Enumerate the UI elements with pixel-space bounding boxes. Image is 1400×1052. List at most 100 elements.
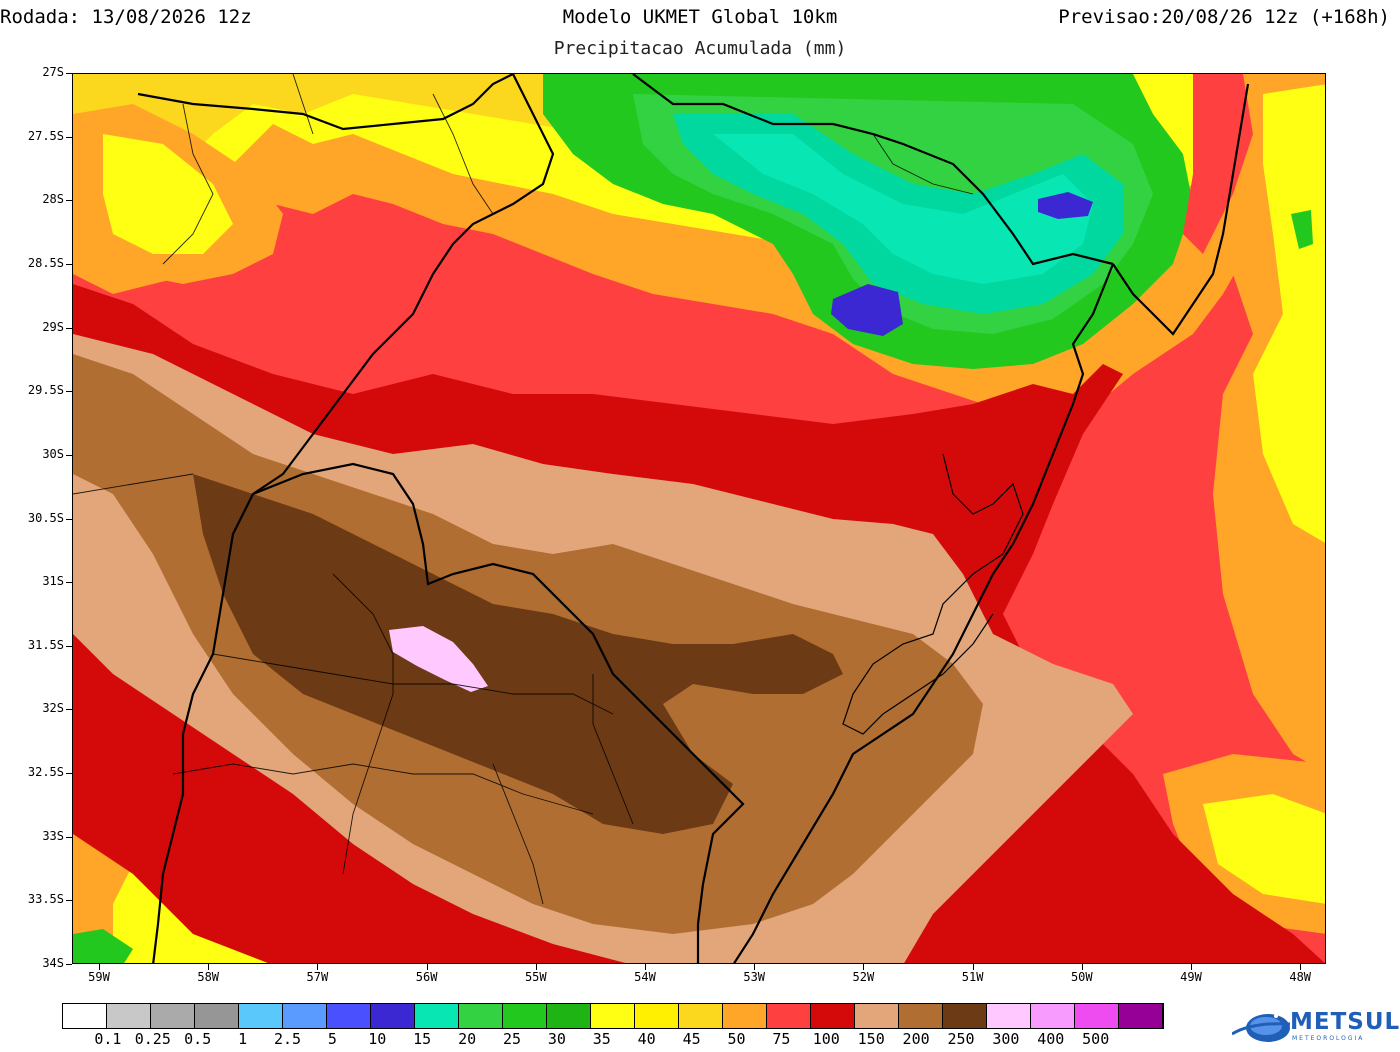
field-darkbrown (193, 474, 843, 834)
colorbar-swatch (1119, 1004, 1163, 1028)
forecast-label: Previsao:20/08/26 12z (+168h) (1058, 6, 1390, 28)
colorbar-label: 300 (992, 1030, 1020, 1048)
field-blue-east (1038, 192, 1093, 219)
colorbar-label: 400 (1037, 1030, 1065, 1048)
colorbar-swatch (239, 1004, 283, 1028)
colorbar-swatch (723, 1004, 767, 1028)
lat-tick (66, 73, 72, 74)
lagoon-coastline (842, 453, 1024, 735)
field-green-ne (1291, 210, 1313, 249)
colorbar-label: 500 (1082, 1030, 1110, 1048)
colorbar-swatch (591, 1004, 635, 1028)
colorbar-swatch (283, 1004, 327, 1028)
lon-label: 53W (743, 970, 766, 984)
colorbar-label: 1 (238, 1030, 248, 1048)
colorbar-swatch (459, 1004, 503, 1028)
lat-label: 33S (42, 828, 64, 843)
colorbar-label: 30 (547, 1030, 566, 1048)
lat-label: 28.5S (27, 255, 64, 270)
colorbar-swatch (195, 1004, 239, 1028)
lat-tick (66, 836, 72, 838)
lat-tick (66, 964, 72, 965)
colorbar-swatch (899, 1004, 943, 1028)
lon-label: 49W (1180, 970, 1202, 984)
field-cyan (713, 134, 1093, 284)
field-yellow-ne (1253, 84, 1325, 543)
colorbar-label: 75 (772, 1030, 791, 1048)
run-label: Rodada: 13/08/2026 12z (0, 6, 252, 28)
lon-tick (208, 964, 210, 970)
colorbar-label: 0.5 (184, 1030, 212, 1048)
lon-label: 55W (524, 970, 547, 984)
lon-label: 59W (88, 970, 110, 984)
lat-label: 32S (42, 701, 64, 716)
lon-tick (1300, 964, 1302, 970)
lat-tick (66, 136, 72, 138)
precipitation-map (72, 73, 1326, 964)
lat-label: 30S (42, 446, 64, 461)
field-yellow-se (1203, 794, 1325, 904)
lon-tick (1081, 964, 1083, 970)
lon-tick (972, 964, 974, 970)
colorbar-swatch (855, 1004, 899, 1028)
lon-label: 48W (1289, 970, 1312, 984)
lon-tick (754, 964, 756, 970)
lon-tick (863, 964, 865, 970)
colorbar-label: 0.1 (94, 1030, 122, 1048)
lat-label: 32.5S (27, 765, 64, 780)
lat-label: 29.5S (27, 383, 64, 398)
colorbar-swatch (1031, 1004, 1075, 1028)
colorbar-label: 15 (413, 1030, 432, 1048)
colorbar-label: 20 (458, 1030, 477, 1048)
precipitation-field (73, 74, 1325, 963)
lon-tick (99, 964, 100, 970)
lat-tick (66, 327, 72, 329)
field-yellow-west (103, 134, 233, 254)
colorbar-swatch (811, 1004, 855, 1028)
lat-tick (66, 200, 72, 202)
colorbar-label: 40 (637, 1030, 656, 1048)
colorbar-label: 200 (902, 1030, 930, 1048)
colorbar-swatch (943, 1004, 987, 1028)
lat-tick (66, 582, 72, 584)
colorbar-label: 100 (812, 1030, 840, 1048)
lon-tick (426, 964, 428, 970)
lat-label: 34S (42, 956, 64, 970)
colorbar-label: 50 (727, 1030, 746, 1048)
lat-tick (66, 518, 72, 520)
lat-tick (66, 773, 72, 775)
colorbar-label: 2.5 (273, 1030, 302, 1048)
colorbar-swatch (63, 1004, 107, 1028)
lat-label: 33.5S (27, 892, 64, 907)
colorbar-swatch (767, 1004, 811, 1028)
field-green-sw (73, 929, 133, 963)
lon-label: 50W (1070, 970, 1093, 984)
colorbar-swatch (503, 1004, 547, 1028)
lon-label: 54W (634, 970, 656, 984)
precipitation-colorbar (62, 1003, 1164, 1029)
lat-tick (66, 900, 72, 902)
metsul-logo: METSUL METEOROLOGIA (1231, 1006, 1399, 1046)
colorbar-label: 35 (592, 1030, 611, 1048)
lon-label: 56W (415, 970, 438, 984)
lon-tick (535, 964, 537, 970)
lon-tick (645, 964, 646, 970)
lon-label: 52W (852, 970, 875, 984)
lat-label: 28S (42, 192, 64, 207)
lon-label: 51W (961, 970, 984, 984)
field-red-ne-coast (1183, 74, 1253, 254)
municipal-borders (73, 74, 974, 905)
lon-label: 57W (306, 970, 329, 984)
colorbar-label: 0.25 (134, 1030, 171, 1048)
colorbar-swatch (151, 1004, 195, 1028)
lat-tick (66, 709, 72, 711)
colorbar-swatch (327, 1004, 371, 1028)
lon-label: 58W (197, 970, 220, 984)
colorbar-swatch (415, 1004, 459, 1028)
lat-tick (66, 454, 72, 456)
colorbar-swatch (107, 1004, 151, 1028)
colorbar-swatch (371, 1004, 415, 1028)
colorbar-swatch (987, 1004, 1031, 1028)
map-subtitle: Precipitacao Acumulada (mm) (553, 38, 847, 59)
lat-tick (66, 645, 72, 647)
